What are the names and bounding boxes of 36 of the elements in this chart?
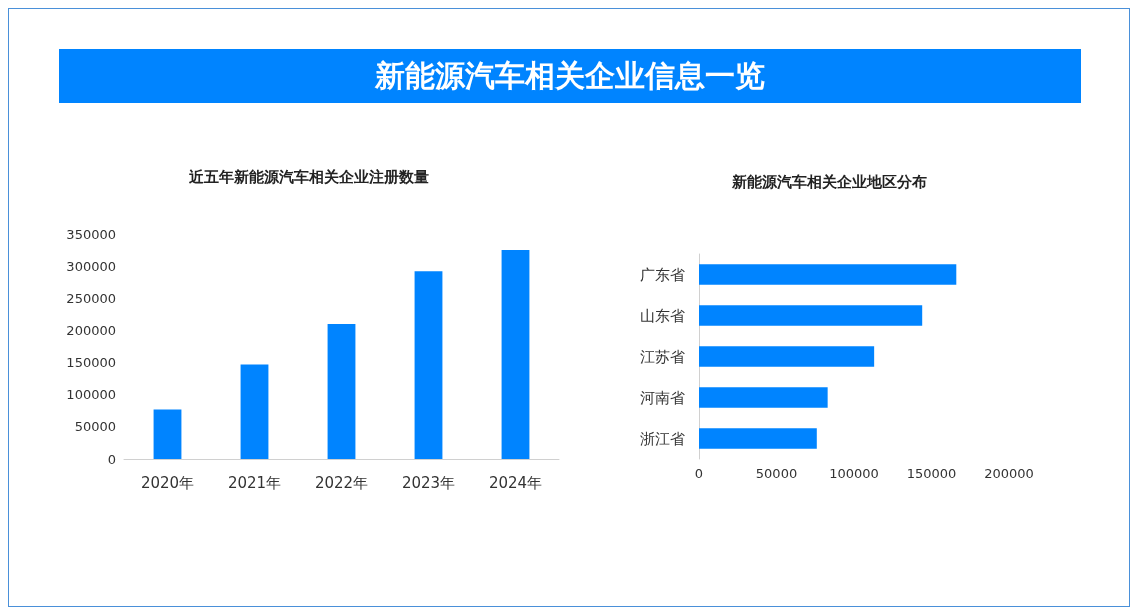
bar (699, 305, 923, 326)
x-tick-label: 2023年 (401, 473, 456, 492)
bar (699, 387, 828, 408)
bar (327, 324, 356, 459)
x-tick-label: 200000 (984, 466, 1034, 481)
x-tick-label: 150000 (906, 466, 957, 481)
bar (153, 409, 182, 459)
bar (240, 364, 269, 459)
bar (501, 250, 530, 459)
bar (414, 271, 443, 459)
y-tick-label: 150000 (66, 355, 116, 371)
bar (699, 346, 875, 367)
x-tick-label: 2021年 (227, 473, 282, 492)
y-tick-label: 350000 (66, 226, 116, 242)
y-tick-label: 200000 (66, 322, 116, 338)
x-tick-label: 2022年 (314, 473, 369, 492)
bar (699, 428, 817, 449)
y-tick-label: 50000 (74, 419, 116, 435)
chart-subtitle: 近五年新能源汽车相关企业注册数量 (188, 167, 429, 186)
chart-title: 新能源汽车相关企业地区分布 (730, 172, 927, 191)
bar (699, 264, 957, 285)
x-tick-label: 2020年 (140, 473, 195, 492)
y-tick-label: 浙江省 (640, 429, 685, 448)
x-tick-label: 100000 (829, 466, 879, 481)
x-tick-label: 50000 (755, 466, 798, 481)
y-tick-label: 山东省 (640, 306, 685, 325)
y-tick-label: 0 (107, 451, 116, 467)
y-tick-label: 300000 (66, 258, 116, 274)
y-tick-label: 河南省 (640, 388, 685, 407)
chart-title: 新能源汽车相关企业信息一览 (59, 49, 1081, 103)
x-tick-label: 0 (694, 466, 704, 481)
y-tick-label: 100000 (66, 387, 116, 403)
x-tick-label: 2024年 (488, 473, 543, 492)
y-tick-label: 250000 (66, 290, 116, 306)
y-tick-label: 江苏省 (640, 347, 685, 366)
y-tick-label: 广东省 (640, 265, 685, 284)
